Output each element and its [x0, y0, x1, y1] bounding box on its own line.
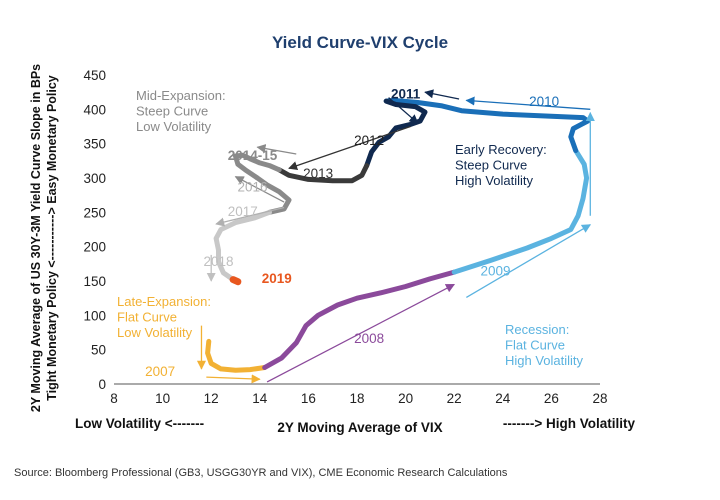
year-label-2008: 2008	[354, 331, 384, 346]
y-tick-label: 50	[91, 343, 106, 358]
year-label-2012: 2012	[354, 133, 384, 148]
y-tick-label: 250	[83, 205, 106, 220]
direction-arrow	[256, 144, 297, 155]
x-tick-label: 26	[544, 391, 559, 406]
year-label-2014-15: 2014-15	[228, 148, 278, 163]
y-axis-label-line2: Tight Monetary Policy <-----------> Easy…	[45, 75, 59, 401]
x-tick-label: 24	[495, 391, 511, 406]
y-tick-label: 100	[83, 308, 106, 323]
y-tick-label: 400	[83, 102, 106, 117]
y-tick-label: 0	[98, 377, 106, 392]
y-axis-ticks: 0 50 100 150 200 250 300 350 400 450	[83, 68, 106, 392]
x-tick-label: 28	[592, 391, 607, 406]
year-label-2017: 2017	[228, 204, 258, 219]
year-label-2011: 2011	[391, 86, 421, 101]
direction-arrow	[466, 224, 592, 299]
series-line-2012	[276, 163, 370, 184]
x-axis-label: 2Y Moving Average of VIX	[277, 420, 442, 435]
year-label-2018: 2018	[203, 254, 233, 269]
direction-arrow	[288, 125, 411, 171]
phase-line: Flat Curve	[505, 338, 565, 353]
year-label-2007: 2007	[145, 364, 175, 379]
phase-line: Flat Curve	[117, 310, 177, 325]
phase-line: Mid-Expansion:	[136, 88, 226, 103]
y-tick-label: 300	[83, 171, 106, 186]
phase-line: Low Volatility	[117, 325, 193, 340]
phase-line: Late-Expansion:	[117, 294, 211, 309]
series-line-2019	[229, 276, 242, 286]
x-tick-label: 14	[252, 391, 268, 406]
y-tick-label: 350	[83, 137, 106, 152]
direction-arrow	[266, 283, 456, 383]
annotation-layer: 2007 2008 2009 2010 2011 2012 2013 2014-15 2016 2…	[145, 86, 559, 378]
series-line-2010	[383, 97, 591, 153]
direction-arrow	[465, 96, 591, 110]
phase-line: High Volatility	[455, 173, 534, 188]
direction-arrow	[424, 89, 460, 100]
series-line-2017-2018	[213, 209, 272, 283]
x-tick-label: 12	[204, 391, 219, 406]
arrow-layer	[196, 89, 595, 384]
x-axis-ticks: 8 10 12 14 16 18 20 22 24 26 28	[110, 391, 607, 406]
x-axis-right-label: -------> High Volatility	[503, 416, 636, 431]
series-line-2008	[262, 269, 457, 370]
phase-line: High Volatility	[505, 353, 584, 368]
x-tick-label: 18	[349, 391, 364, 406]
source-note: Source: Bloomberg Professional (GB3, USG…	[14, 467, 508, 479]
year-label-2013: 2013	[303, 166, 333, 181]
phase-line: Low Volatility	[136, 119, 212, 134]
x-tick-label: 8	[110, 391, 118, 406]
phase-line: Steep Curve	[455, 158, 527, 173]
y-tick-label: 150	[83, 274, 106, 289]
series-layer	[205, 97, 591, 373]
year-label-2009: 2009	[480, 264, 510, 279]
direction-arrow	[234, 176, 285, 203]
x-axis-left-label: Low Volatility <-------	[75, 416, 204, 431]
direction-arrow	[206, 374, 261, 384]
y-axis-title: 2Y Moving Average of US 30Y-3M Yield Cur…	[29, 64, 59, 412]
x-tick-label: 22	[447, 391, 462, 406]
series-line-2011	[364, 98, 428, 169]
series-line-2007	[205, 338, 268, 373]
phase-line: Early Recovery:	[455, 142, 547, 157]
year-label-2016: 2016	[237, 180, 267, 195]
y-axis-label-line1: 2Y Moving Average of US 30Y-3M Yield Cur…	[29, 64, 43, 412]
y-tick-label: 200	[83, 240, 106, 255]
year-label-2019: 2019	[262, 271, 292, 286]
chart-title: Yield Curve-VIX Cycle	[272, 33, 448, 52]
year-label-2010: 2010	[529, 94, 559, 109]
phase-line: Recession:	[505, 322, 569, 337]
series-line-2013-2017	[233, 152, 292, 215]
series-line-2009	[451, 148, 590, 275]
x-tick-label: 20	[398, 391, 413, 406]
x-tick-label: 16	[301, 391, 316, 406]
y-tick-label: 450	[83, 68, 106, 83]
x-tick-label: 10	[155, 391, 170, 406]
direction-arrow	[388, 97, 419, 124]
phase-line: Steep Curve	[136, 104, 208, 119]
direction-arrow	[215, 206, 285, 227]
